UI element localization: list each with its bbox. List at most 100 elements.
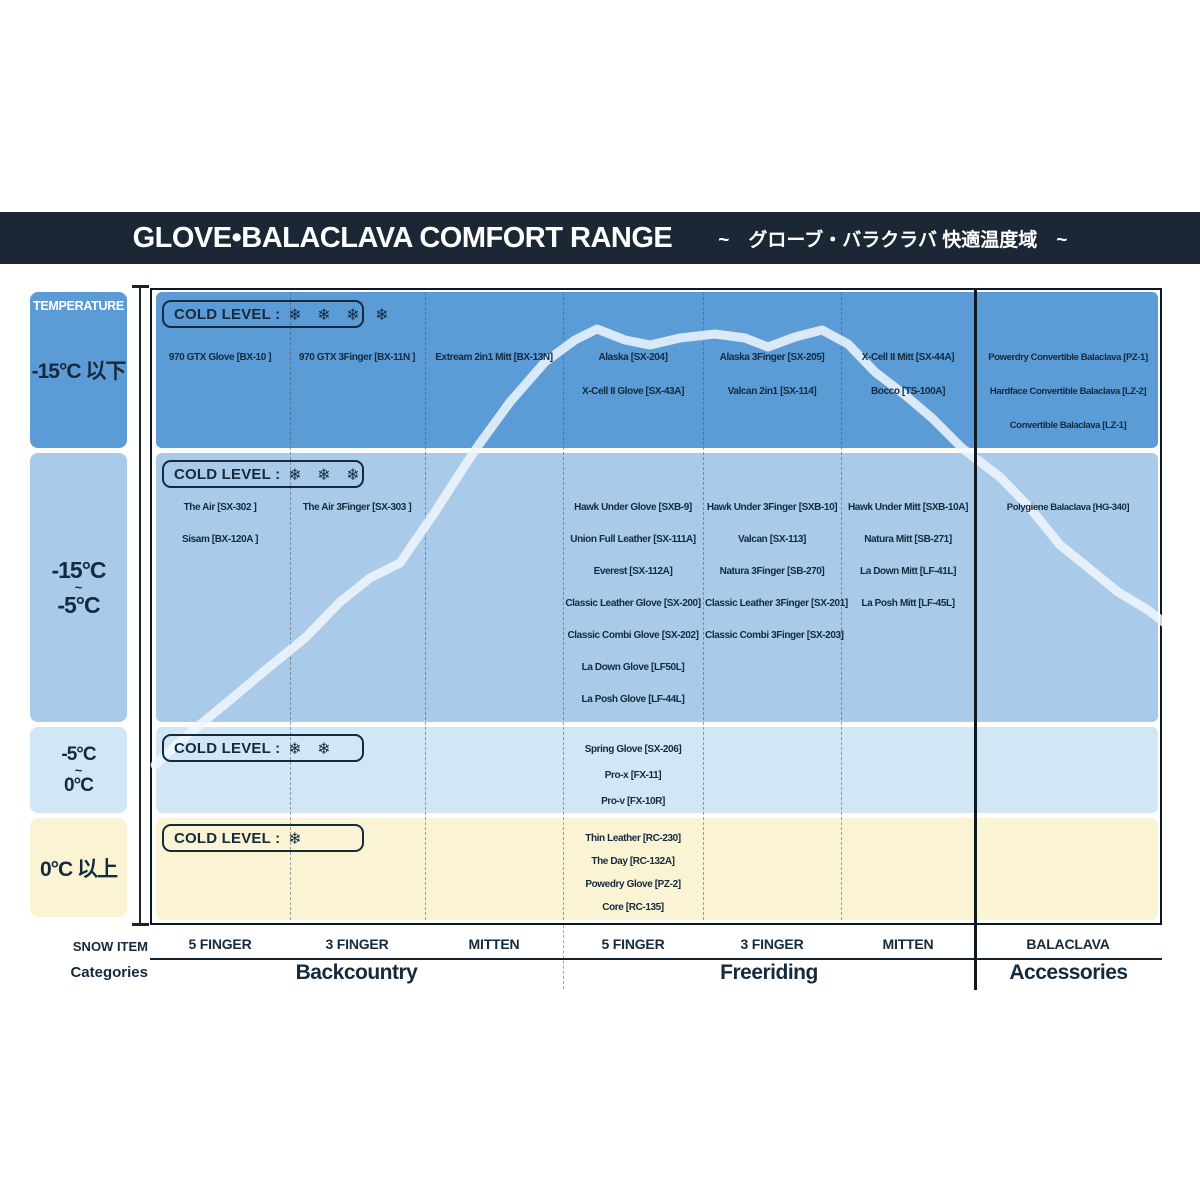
- product-label: Sisam [BX-120A ]: [181, 534, 259, 545]
- temperature-range-label: -5°C: [61, 743, 96, 765]
- product-label: La Down Glove [LF50L]: [581, 662, 685, 673]
- product-cell: Extream 2in1 Mitt [BX-13N]: [427, 341, 561, 375]
- product-label: The Air 3Finger [SX-303 ]: [302, 502, 412, 513]
- product-cell: Alaska [SX-204] X-Cell II Glove [SX-43A]: [565, 341, 701, 409]
- product-label: Alaska [SX-204]: [598, 352, 668, 363]
- product-cell: Spring Glove [SX-206] Pro-x [FX-11] Pro-v …: [565, 737, 701, 815]
- product-label: Spring Glove [SX-206]: [584, 744, 682, 755]
- item-column-header: MITTEN: [468, 936, 520, 952]
- header-subtitle-japanese: ~ グローブ・バラクラバ 快適温度域 ~: [718, 229, 1068, 251]
- product-label: Hawk Under Mitt [SXB-10A]: [847, 502, 968, 513]
- product-label: Hawk Under 3Finger [SXB-10]: [706, 502, 838, 513]
- product-label: Natura 3Finger [SB-270]: [719, 566, 825, 577]
- snowflake-icons: ❄: [288, 828, 307, 848]
- cold-level-label: COLD LEVEL :: [174, 739, 281, 757]
- cold-level-box-2: COLD LEVEL : ❄ ❄: [162, 734, 364, 762]
- product-label: Natura Mitt [SB-271]: [864, 534, 952, 545]
- cold-level-label: COLD LEVEL :: [174, 465, 281, 483]
- temperature-band-1: TEMPERATURE -15°C 以下: [30, 292, 127, 448]
- temperature-range-label: 0°C 以上: [39, 857, 118, 881]
- cold-level-label: COLD LEVEL :: [174, 305, 281, 323]
- axis-bottom-tick: [132, 923, 149, 926]
- product-cell: Thin Leather [RC-230] The Day [RC-132A] Po…: [565, 827, 701, 919]
- temperature-axis-line: [139, 286, 141, 926]
- product-label: Powerdry Convertible Balaclava [PZ-1]: [988, 352, 1148, 363]
- product-label: Extream 2in1 Mitt [BX-13N]: [435, 352, 553, 363]
- item-column-header: MITTEN: [882, 936, 934, 952]
- cold-level-box-1: COLD LEVEL : ❄: [162, 824, 364, 852]
- product-label: Bocco [TS-100A]: [870, 386, 945, 397]
- product-cell: Polygiene Balaclava [HG-340]: [976, 492, 1160, 524]
- product-cell: Alaska 3Finger [SX-205] Valcan 2in1 [SX-1…: [705, 341, 839, 409]
- temperature-axis-title: TEMPERATURE: [33, 299, 124, 313]
- product-label: Valcan [SX-113]: [738, 534, 806, 545]
- category-freeriding: Freeriding: [720, 961, 818, 984]
- chart-band-cold1: [156, 818, 1158, 920]
- product-cell: Hawk Under Glove [SXB-9] Union Full Leath…: [565, 492, 701, 716]
- product-label: Convertible Balaclava [LZ-1]: [1009, 420, 1127, 431]
- product-label: Union Full Leather [SX-111A]: [570, 534, 696, 545]
- product-label: Alaska 3Finger [SX-205]: [719, 352, 825, 363]
- product-label: 970 GTX 3Finger [BX-11N ]: [298, 352, 416, 363]
- category-accessories: Accessories: [1009, 961, 1128, 984]
- product-label: X-Cell II Mitt [SX-44A]: [861, 352, 955, 363]
- product-label: La Posh Glove [LF-44L]: [581, 694, 685, 705]
- temperature-band-3: -5°C ~ 0°C: [30, 727, 127, 813]
- product-label: Pro-v [FX-10R]: [601, 796, 665, 807]
- temperature-range-label: -15°C 以下: [31, 360, 127, 383]
- product-cell: Hawk Under Mitt [SXB-10A] Natura Mitt [SB…: [843, 492, 973, 620]
- product-label: Powedry Glove [PZ-2]: [585, 879, 681, 890]
- product-label: 970 GTX Glove [BX-10 ]: [168, 352, 272, 363]
- tilde-separator: ~: [74, 762, 83, 778]
- item-column-header: BALACLAVA: [1026, 936, 1110, 952]
- product-label: Classic Leather 3Finger [SX-201]: [705, 598, 848, 609]
- product-label: Classic Combi 3Finger [SX-203]: [705, 630, 844, 641]
- product-label: X-Cell II Glove [SX-43A]: [581, 386, 685, 397]
- product-cell: The Air [SX-302 ] Sisam [BX-120A ]: [152, 492, 288, 556]
- category-backcountry: Backcountry: [295, 961, 418, 984]
- temperature-range-label: -15°C: [51, 557, 106, 583]
- snowflake-icons: ❄ ❄ ❄: [288, 464, 365, 484]
- item-column-header: 3 FINGER: [740, 936, 804, 952]
- product-label: The Day [RC-132A]: [591, 856, 675, 867]
- product-cell: 970 GTX 3Finger [BX-11N ]: [291, 341, 423, 375]
- column-divider: [703, 292, 704, 920]
- tilde-separator: ~: [74, 580, 83, 595]
- product-cell: 970 GTX Glove [BX-10 ]: [152, 341, 288, 375]
- product-label: Classic Leather Glove [SX-200]: [565, 598, 701, 609]
- temperature-band-2: -15°C ~ -5°C: [30, 453, 127, 722]
- product-cell: X-Cell II Mitt [SX-44A] Bocco [TS-100A]: [843, 341, 973, 409]
- header-bar: GLOVE•BALACLAVA COMFORT RANGE ~ グローブ・バラク…: [0, 212, 1200, 264]
- categories-axis-label: Categories: [70, 964, 148, 981]
- column-divider: [425, 292, 426, 920]
- temperature-range-label: -5°C: [57, 592, 100, 618]
- product-label: Thin Leather [RC-230]: [585, 833, 681, 844]
- product-cell: The Air 3Finger [SX-303 ]: [291, 492, 423, 524]
- product-label: Pro-x [FX-11]: [604, 770, 662, 781]
- temperature-range-label: 0°C: [64, 774, 94, 796]
- snowflake-icons: ❄ ❄ ❄ ❄: [288, 304, 394, 324]
- axis-horizontal-rule: [150, 958, 1162, 960]
- item-column-header: 3 FINGER: [325, 936, 389, 952]
- axis-top-tick: [132, 285, 149, 288]
- product-cell: Powerdry Convertible Balaclava [PZ-1] Har…: [976, 341, 1160, 443]
- product-label: Everest [SX-112A]: [593, 566, 673, 577]
- category-divider-below-chart: [563, 925, 564, 989]
- temperature-band-4: 0°C 以上: [30, 818, 127, 917]
- cold-level-label: COLD LEVEL :: [174, 829, 281, 847]
- product-label: Hardface Convertible Balaclava [LZ-2]: [989, 386, 1147, 397]
- item-column-header: 5 FINGER: [601, 936, 665, 952]
- column-divider-category: [563, 292, 564, 920]
- snow-item-axis-label: SNOW ITEM: [72, 939, 148, 954]
- cold-level-box-3: COLD LEVEL : ❄ ❄ ❄: [162, 460, 364, 488]
- snowflake-icons: ❄ ❄: [288, 738, 336, 758]
- product-label: La Down Mitt [LF-41L]: [859, 566, 957, 577]
- product-label: La Posh Mitt [LF-45L]: [861, 598, 955, 609]
- product-label: Polygiene Balaclava [HG-340]: [1006, 502, 1130, 513]
- product-label: Hawk Under Glove [SXB-9]: [574, 502, 692, 513]
- cold-level-box-4: COLD LEVEL : ❄ ❄ ❄ ❄: [162, 300, 389, 328]
- product-label: The Air [SX-302 ]: [183, 502, 257, 513]
- product-cell: Hawk Under 3Finger [SXB-10] Valcan [SX-11…: [705, 492, 848, 652]
- product-label: Valcan 2in1 [SX-114]: [727, 386, 817, 397]
